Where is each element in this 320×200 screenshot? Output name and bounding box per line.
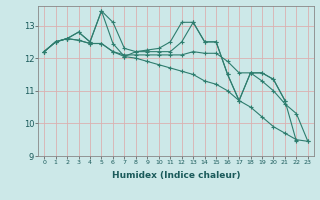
X-axis label: Humidex (Indice chaleur): Humidex (Indice chaleur) (112, 171, 240, 180)
